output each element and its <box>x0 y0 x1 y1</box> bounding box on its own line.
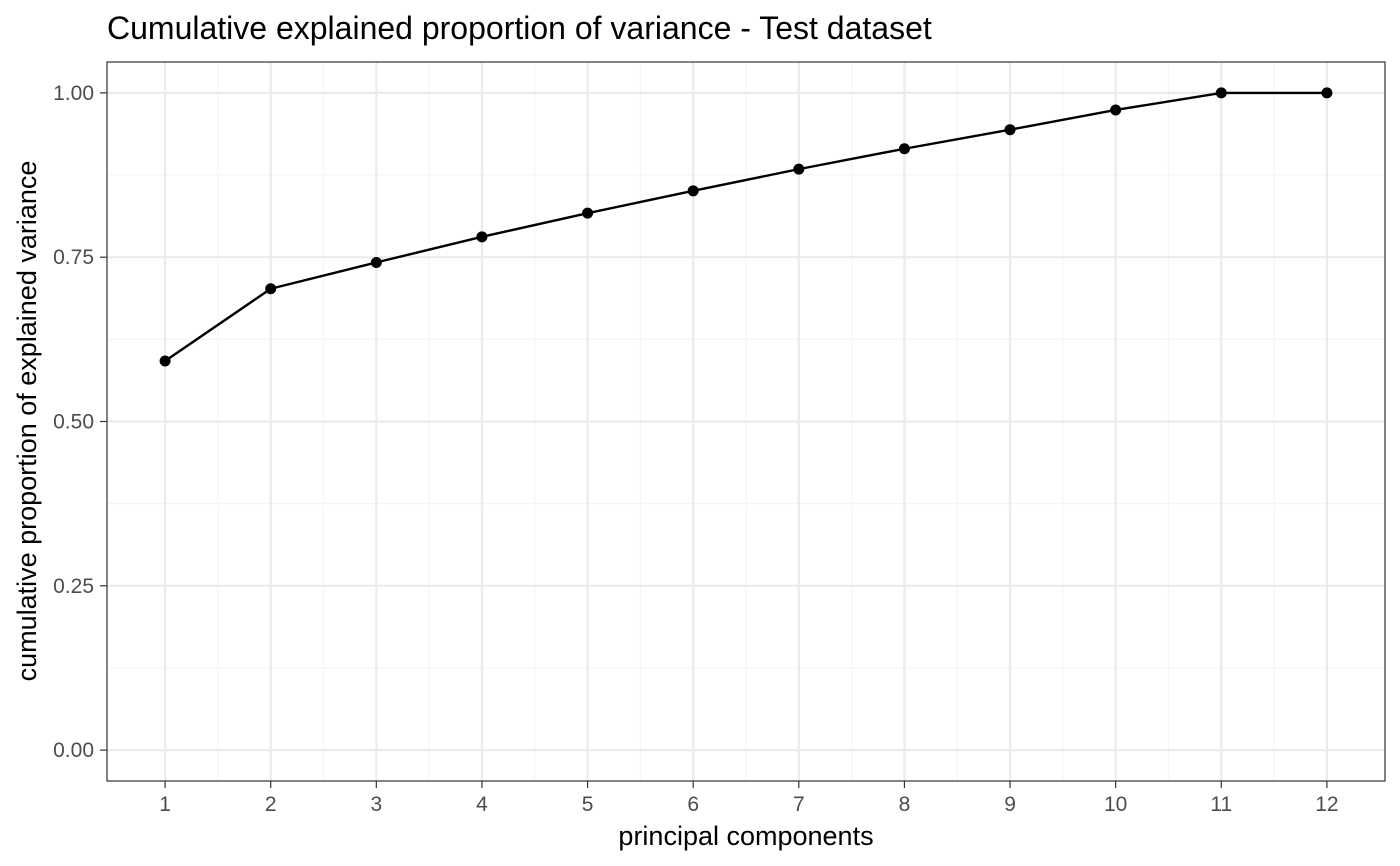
y-tick-label: 1.00 <box>53 82 94 105</box>
y-axis: 0.00 0.25 0.50 0.75 1.00 <box>53 82 107 762</box>
x-tick-label: 5 <box>582 793 594 816</box>
x-tick-label: 3 <box>370 793 382 816</box>
x-tick-label: 2 <box>265 793 277 816</box>
data-point <box>265 283 277 295</box>
y-tick-label: 0.50 <box>53 411 94 434</box>
data-point <box>1004 124 1016 136</box>
grid-major <box>107 62 1385 781</box>
x-tick-label: 6 <box>687 793 699 816</box>
x-tick-label: 4 <box>476 793 488 816</box>
data-point <box>1215 87 1227 99</box>
x-tick-label: 7 <box>793 793 805 816</box>
data-point <box>1321 87 1333 99</box>
x-tick-label: 1 <box>159 793 171 816</box>
x-tick-label: 11 <box>1210 793 1232 816</box>
data-point <box>159 355 171 367</box>
data-point <box>1110 104 1122 116</box>
x-axis: 1 2 3 4 5 6 7 8 9 10 11 12 <box>159 781 1339 816</box>
x-tick-label: 8 <box>899 793 911 816</box>
series-line <box>164 91 1327 363</box>
data-point <box>476 231 488 243</box>
x-tick-label: 12 <box>1315 793 1338 816</box>
y-tick-label: 0.75 <box>53 246 94 269</box>
chart-title: Cumulative explained proportion of varia… <box>107 10 932 46</box>
data-point <box>582 207 594 219</box>
series-layer <box>159 87 1333 367</box>
y-axis-title: cumulative proportion of explained varia… <box>12 161 42 682</box>
y-tick-label: 0.25 <box>53 575 94 598</box>
data-point <box>793 163 805 175</box>
data-point <box>687 185 699 197</box>
data-point <box>898 143 910 155</box>
x-tick-label: 9 <box>1004 793 1016 816</box>
data-point <box>370 256 382 268</box>
x-tick-label: 10 <box>1104 793 1127 816</box>
y-tick-label: 0.00 <box>53 739 94 762</box>
x-axis-title: principal components <box>618 821 873 851</box>
